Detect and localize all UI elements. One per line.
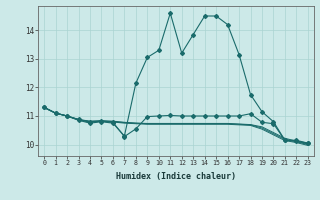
X-axis label: Humidex (Indice chaleur): Humidex (Indice chaleur) bbox=[116, 172, 236, 181]
